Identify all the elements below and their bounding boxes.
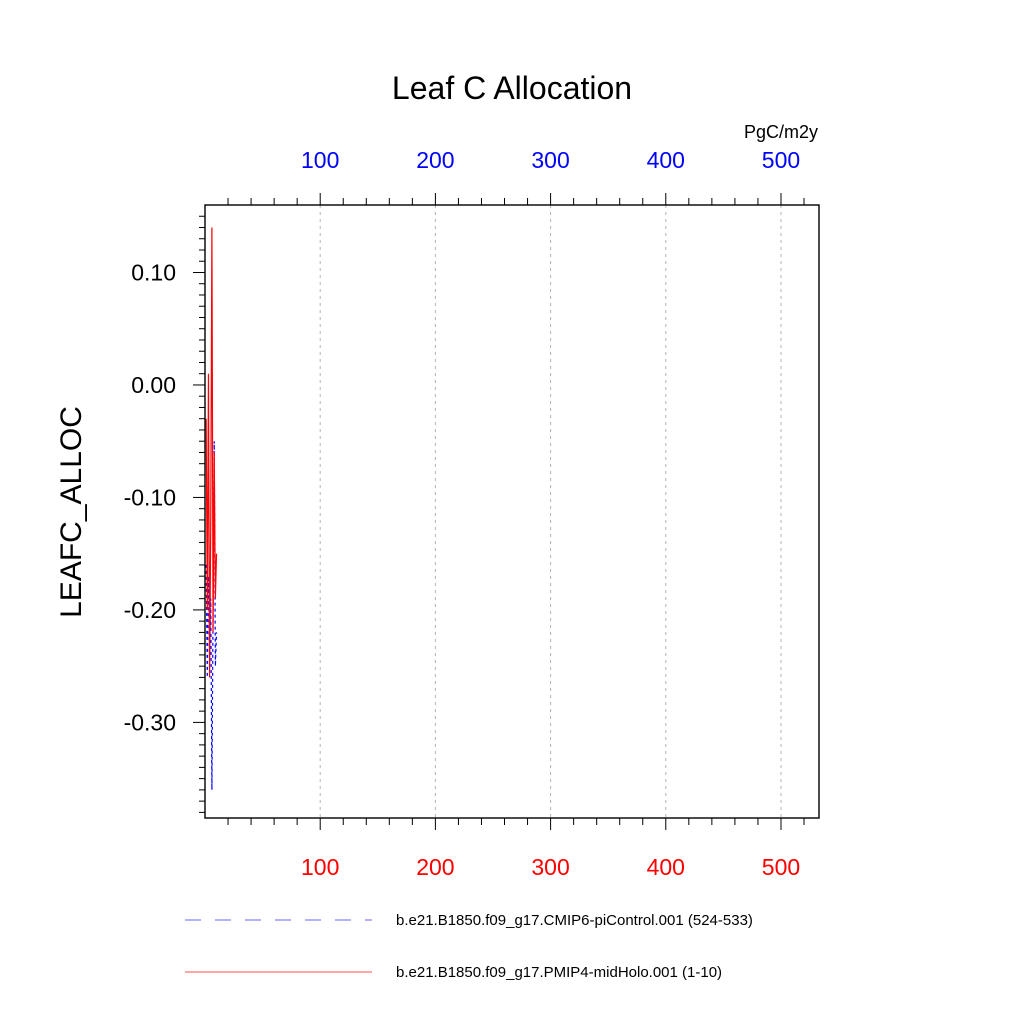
legend-label-1: b.e21.B1850.f09_g17.CMIP6-piControl.001 … <box>396 912 753 929</box>
chart-title: Leaf C Allocation <box>392 70 632 106</box>
legend: b.e21.B1850.f09_g17.CMIP6-piControl.001 … <box>185 912 753 981</box>
y-tick-label: -0.10 <box>124 484 176 510</box>
series-lines <box>205 227 218 790</box>
series-line-1 <box>205 441 218 790</box>
x-tick-label-top: 200 <box>416 147 454 173</box>
grid-lines <box>319 205 782 818</box>
y-tick-label: -0.30 <box>124 709 176 735</box>
y-tick-label: -0.20 <box>124 597 176 623</box>
x-tick-label-bottom: 500 <box>762 854 800 880</box>
y-axis-label: LEAFC_ALLOC <box>55 406 88 618</box>
y-tick-label: 0.10 <box>131 259 176 285</box>
x-tick-label-top: 300 <box>531 147 569 173</box>
series-line-2 <box>205 227 218 678</box>
x-tick-label-bottom: 400 <box>647 854 685 880</box>
top-axis-unit: PgC/m2y <box>744 122 818 142</box>
y-tick-label: 0.00 <box>131 372 176 398</box>
tick-labels: 100 100 200 200 300 300 400 400 500 500 0.10 0.00 -0… <box>124 147 801 880</box>
plot-frame <box>204 204 820 819</box>
x-tick-label-bottom: 100 <box>301 854 339 880</box>
x-tick-label-bottom: 200 <box>416 854 454 880</box>
x-tick-label-top: 500 <box>762 147 800 173</box>
legend-label-2: b.e21.B1850.f09_g17.PMIP4-midHolo.001 (1… <box>396 964 722 981</box>
axis-ticks <box>193 193 805 830</box>
x-tick-label-bottom: 300 <box>531 854 569 880</box>
x-tick-label-top: 100 <box>301 147 339 173</box>
x-tick-label-top: 400 <box>647 147 685 173</box>
